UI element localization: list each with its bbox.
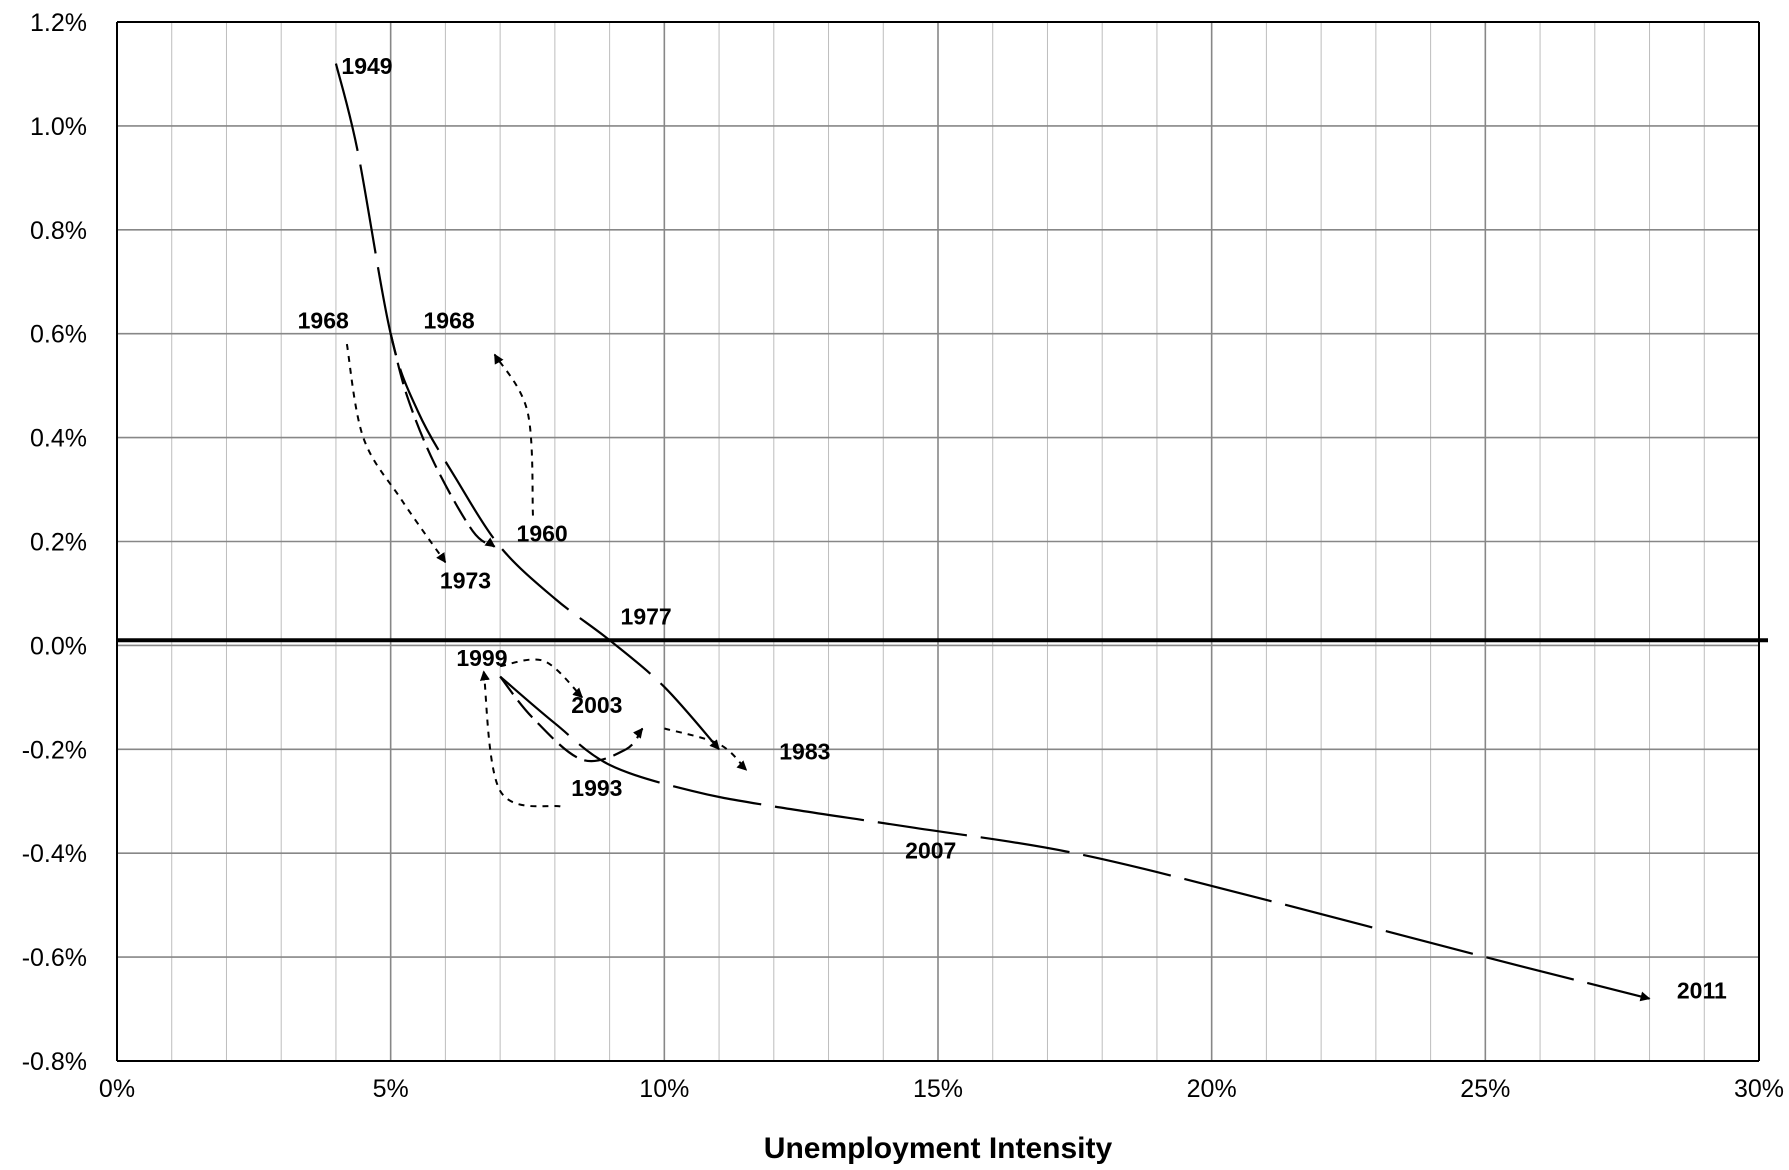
series-path-5: [499, 658, 583, 699]
y-tick-label: 1.2%: [30, 9, 87, 37]
x-tick-label: 30%: [1734, 1075, 1784, 1103]
year-annotation: 1973: [440, 567, 491, 593]
series-path-3: [345, 343, 447, 564]
series-group: [334, 63, 1651, 1002]
y-tick-label: -0.4%: [22, 840, 87, 868]
year-annotation: 1960: [517, 521, 568, 547]
year-annotation: 1999: [456, 645, 507, 671]
y-tick-label: 0.6%: [30, 321, 87, 349]
series-path-6: [479, 670, 561, 808]
series-path-1: [334, 63, 720, 751]
y-tick-label: 0.2%: [30, 529, 87, 557]
year-annotation: 2003: [571, 692, 622, 718]
year-annotation: 2011: [1677, 978, 1727, 1004]
x-tick-label: 25%: [1460, 1075, 1510, 1103]
series-path-8: [664, 727, 748, 771]
y-tick-label: 0.0%: [30, 632, 87, 660]
year-annotation: 1977: [621, 604, 672, 630]
tick-labels: 0% 5% 10% 15% 20% 25% 30% -0.8% -0.6% -0.4% -0.2% 0…: [22, 9, 1784, 1103]
year-annotation: 1983: [779, 739, 830, 765]
x-tick-label: 0%: [99, 1075, 135, 1103]
y-tick-label: 0.4%: [30, 425, 87, 453]
y-tick-label: 0.8%: [30, 217, 87, 245]
x-tick-label: 20%: [1187, 1075, 1237, 1103]
year-annotation: 1993: [571, 775, 622, 801]
series-path-7: [499, 675, 644, 763]
x-axis-label: Unemployment Intensity: [764, 1132, 1113, 1165]
year-annotation: 1968: [298, 308, 349, 334]
x-tick-label: 15%: [913, 1075, 963, 1103]
y-tick-label: -0.6%: [22, 944, 87, 972]
y-tick-label: -0.8%: [22, 1048, 87, 1076]
year-annotation: 2007: [905, 837, 956, 863]
series-path-2: [389, 333, 496, 548]
y-tick-label: 1.0%: [30, 113, 87, 141]
x-tick-label: 10%: [639, 1075, 689, 1103]
x-tick-label: 5%: [373, 1075, 409, 1103]
grid: [116, 21, 1760, 1062]
annotations: 1949 1968 1968 1960 1973 1977 1999 2003 1983 1993…: [298, 53, 1727, 1004]
year-annotation: 1949: [341, 53, 392, 79]
y-tick-label: -0.2%: [22, 736, 87, 764]
year-annotation: 1968: [424, 308, 475, 334]
series-path-9: [499, 675, 1651, 1002]
